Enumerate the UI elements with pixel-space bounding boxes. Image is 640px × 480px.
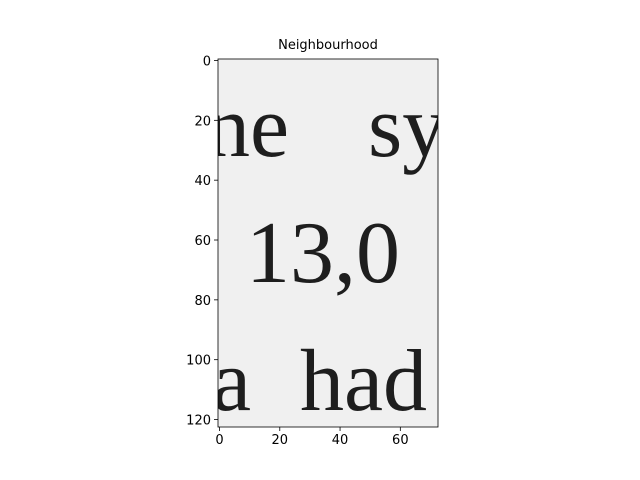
y-tick-label: 120 (186, 414, 211, 429)
y-tick-label: 0 (203, 54, 211, 69)
x-tick-label: 40 (332, 433, 349, 448)
image: ne sy 13,0 a had (206, 59, 446, 430)
y-tick-label: 20 (194, 114, 211, 129)
chart-title: Neighbourhood (278, 38, 378, 53)
y-tick-label: 40 (194, 174, 211, 189)
y-tick-label: 60 (194, 234, 211, 249)
image-background (218, 59, 438, 427)
image-word: 13,0 (246, 205, 400, 302)
x-tick-label: 60 (392, 433, 409, 448)
image-word: had (300, 333, 427, 430)
y-tick-label: 100 (186, 354, 211, 369)
y-tick-label: 80 (194, 294, 211, 309)
x-tick-label: 0 (215, 433, 223, 448)
image-word: a (212, 333, 251, 430)
image-word: sy (368, 79, 446, 176)
image-word: ne (206, 79, 289, 176)
x-tick-label: 20 (272, 433, 289, 448)
axes-frame (217, 58, 439, 428)
